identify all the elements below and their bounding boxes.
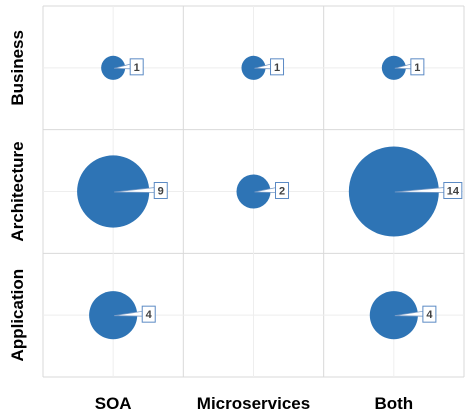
data-label-box [153,182,168,199]
data-labels: 1 1 1 9 2 14 4 4 [114,58,463,323]
x-tick-label-both: Both [374,394,413,413]
bubble-both-application [369,291,418,340]
y-tick-label-architecture: Architecture [8,141,27,241]
bubble-both-business [381,55,406,80]
data-label-box [129,58,144,76]
data-label-box [275,182,290,199]
x-axis-ticks: SOA Microservices Both [95,394,413,413]
y-tick-label-business: Business [8,30,27,106]
data-label-box [141,305,156,323]
data-label-box [410,58,425,76]
y-tick-label-application: Application [8,269,27,362]
data-label: 2 [279,186,285,198]
data-label: 14 [447,186,460,198]
y-axis-ticks: Application Architecture Business [8,30,27,361]
data-label-box [422,305,437,323]
data-label: 1 [134,62,140,74]
data-label: 4 [426,309,433,321]
x-tick-label-soa: SOA [95,394,132,413]
data-label-box [270,58,285,76]
bubble-soa-architecture [77,155,150,228]
data-label: 1 [274,62,280,74]
data-label: 9 [158,186,164,198]
data-label: 1 [414,62,420,74]
bubbles [77,55,439,340]
bubble-microservices-business [241,55,266,80]
bubble-both-architecture [348,146,439,237]
bubble-soa-business [101,55,126,80]
x-tick-label-microservices: Microservices [197,394,310,413]
data-label-box [443,182,463,199]
data-label: 4 [146,309,153,321]
bubble-microservices-architecture [236,174,271,209]
bubble-soa-application [89,291,138,340]
